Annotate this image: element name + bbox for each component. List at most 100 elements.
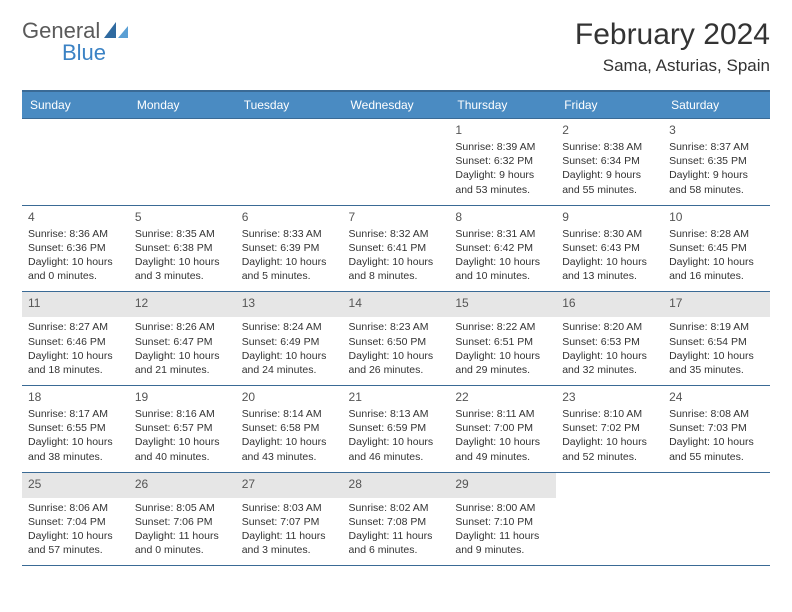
day-header-friday: Friday bbox=[556, 91, 663, 119]
day-cell: 3Sunrise: 8:37 AMSunset: 6:35 PMDaylight… bbox=[663, 119, 770, 206]
day-cell: 14 Sunrise: 8:23 AMSunset: 6:50 PMDayligh… bbox=[343, 292, 450, 386]
empty-cell bbox=[663, 472, 770, 566]
day-number: 18 bbox=[28, 390, 123, 404]
empty-cell bbox=[236, 119, 343, 206]
day-number: 11 bbox=[28, 296, 123, 310]
day-info: Sunrise: 8:10 AMSunset: 7:02 PMDaylight:… bbox=[562, 407, 657, 464]
day-info: Sunrise: 8:38 AMSunset: 6:34 PMDaylight:… bbox=[562, 140, 657, 197]
day-header-sunday: Sunday bbox=[22, 91, 129, 119]
day-cell: 15Sunrise: 8:22 AMSunset: 6:51 PMDayligh… bbox=[449, 292, 556, 386]
day-number: 6 bbox=[242, 210, 337, 224]
day-cell: 24Sunrise: 8:08 AMSunset: 7:03 PMDayligh… bbox=[663, 386, 770, 473]
day-info: Sunrise: 8:00 AMSunset: 7:10 PMDaylight:… bbox=[455, 501, 550, 558]
day-number: 9 bbox=[562, 210, 657, 224]
title-block: February 2024 Sama, Asturias, Spain bbox=[575, 18, 770, 76]
day-header-saturday: Saturday bbox=[663, 91, 770, 119]
logo-text-blue: Blue bbox=[62, 40, 106, 65]
day-info: Sunrise: 8:06 AMSunset: 7:04 PMDaylight:… bbox=[28, 501, 123, 558]
day-header-wednesday: Wednesday bbox=[343, 91, 450, 119]
day-number: 22 bbox=[455, 390, 550, 404]
calendar-row: 1 Sunrise: 8:39 AMSunset: 6:32 PMDaylight… bbox=[22, 119, 770, 206]
day-cell: 16 Sunrise: 8:20 AMSunset: 6:53 PMDayligh… bbox=[556, 292, 663, 386]
day-info: Sunrise: 8:27 AMSunset: 6:46 PMDaylight:… bbox=[28, 320, 123, 377]
day-number: 3 bbox=[669, 123, 764, 137]
day-cell: 19 Sunrise: 8:16 AMSunset: 6:57 PMDayligh… bbox=[129, 386, 236, 473]
day-number: 28 bbox=[349, 477, 444, 491]
day-cell: 28 Sunrise: 8:02 AMSunset: 7:08 PMDayligh… bbox=[343, 472, 450, 566]
day-info: Sunrise: 8:14 AMSunset: 6:58 PMDaylight:… bbox=[242, 407, 337, 464]
calendar-row: 25 Sunrise: 8:06 AMSunset: 7:04 PMDayligh… bbox=[22, 472, 770, 566]
day-cell: 23 Sunrise: 8:10 AMSunset: 7:02 PMDayligh… bbox=[556, 386, 663, 473]
day-cell: 25 Sunrise: 8:06 AMSunset: 7:04 PMDayligh… bbox=[22, 472, 129, 566]
day-info: Sunrise: 8:19 AMSunset: 6:54 PMDaylight:… bbox=[669, 320, 764, 377]
day-number: 17 bbox=[669, 296, 764, 310]
day-info: Sunrise: 8:05 AMSunset: 7:06 PMDaylight:… bbox=[135, 501, 230, 558]
day-cell: 5 Sunrise: 8:35 AMSunset: 6:38 PMDaylight… bbox=[129, 205, 236, 292]
calendar-row: 4 Sunrise: 8:36 AMSunset: 6:36 PMDaylight… bbox=[22, 205, 770, 292]
day-info: Sunrise: 8:33 AMSunset: 6:39 PMDaylight:… bbox=[242, 227, 337, 284]
day-number: 12 bbox=[135, 296, 230, 310]
logo: General Blue bbox=[22, 18, 130, 66]
day-cell: 21Sunrise: 8:13 AMSunset: 6:59 PMDayligh… bbox=[343, 386, 450, 473]
calendar-body: 1 Sunrise: 8:39 AMSunset: 6:32 PMDaylight… bbox=[22, 119, 770, 566]
day-info: Sunrise: 8:30 AMSunset: 6:43 PMDaylight:… bbox=[562, 227, 657, 284]
day-cell: 8 Sunrise: 8:31 AMSunset: 6:42 PMDaylight… bbox=[449, 205, 556, 292]
day-cell: 4 Sunrise: 8:36 AMSunset: 6:36 PMDaylight… bbox=[22, 205, 129, 292]
day-cell: 1 Sunrise: 8:39 AMSunset: 6:32 PMDaylight… bbox=[449, 119, 556, 206]
day-number: 27 bbox=[242, 477, 337, 491]
day-number: 16 bbox=[562, 296, 657, 310]
day-cell: 17 Sunrise: 8:19 AMSunset: 6:54 PMDayligh… bbox=[663, 292, 770, 386]
day-number: 25 bbox=[28, 477, 123, 491]
day-cell: 20 Sunrise: 8:14 AMSunset: 6:58 PMDayligh… bbox=[236, 386, 343, 473]
day-number: 23 bbox=[562, 390, 657, 404]
day-info: Sunrise: 8:23 AMSunset: 6:50 PMDaylight:… bbox=[349, 320, 444, 377]
day-cell: 6 Sunrise: 8:33 AMSunset: 6:39 PMDaylight… bbox=[236, 205, 343, 292]
day-cell: 13 Sunrise: 8:24 AMSunset: 6:49 PMDayligh… bbox=[236, 292, 343, 386]
day-cell: 7 Sunrise: 8:32 AMSunset: 6:41 PMDaylight… bbox=[343, 205, 450, 292]
day-number: 1 bbox=[455, 123, 550, 137]
page-header: General Blue February 2024 Sama, Asturia… bbox=[22, 18, 770, 76]
calendar-row: 18 Sunrise: 8:17 AMSunset: 6:55 PMDayligh… bbox=[22, 386, 770, 473]
day-number: 19 bbox=[135, 390, 230, 404]
month-title: February 2024 bbox=[575, 18, 770, 52]
day-info: Sunrise: 8:20 AMSunset: 6:53 PMDaylight:… bbox=[562, 320, 657, 377]
day-number: 5 bbox=[135, 210, 230, 224]
day-header-row: SundayMondayTuesdayWednesdayThursdayFrid… bbox=[22, 91, 770, 119]
day-number: 4 bbox=[28, 210, 123, 224]
day-cell: 12 Sunrise: 8:26 AMSunset: 6:47 PMDayligh… bbox=[129, 292, 236, 386]
day-cell: 22Sunrise: 8:11 AMSunset: 7:00 PMDayligh… bbox=[449, 386, 556, 473]
day-number: 7 bbox=[349, 210, 444, 224]
day-info: Sunrise: 8:26 AMSunset: 6:47 PMDaylight:… bbox=[135, 320, 230, 377]
day-info: Sunrise: 8:32 AMSunset: 6:41 PMDaylight:… bbox=[349, 227, 444, 284]
day-info: Sunrise: 8:28 AMSunset: 6:45 PMDaylight:… bbox=[669, 227, 764, 284]
day-info: Sunrise: 8:16 AMSunset: 6:57 PMDaylight:… bbox=[135, 407, 230, 464]
day-number: 10 bbox=[669, 210, 764, 224]
day-info: Sunrise: 8:35 AMSunset: 6:38 PMDaylight:… bbox=[135, 227, 230, 284]
day-info: Sunrise: 8:24 AMSunset: 6:49 PMDaylight:… bbox=[242, 320, 337, 377]
day-number: 20 bbox=[242, 390, 337, 404]
day-info: Sunrise: 8:17 AMSunset: 6:55 PMDaylight:… bbox=[28, 407, 123, 464]
day-cell: 2 Sunrise: 8:38 AMSunset: 6:34 PMDaylight… bbox=[556, 119, 663, 206]
day-number: 2 bbox=[562, 123, 657, 137]
day-header-thursday: Thursday bbox=[449, 91, 556, 119]
day-number: 14 bbox=[349, 296, 444, 310]
logo-sail-icon bbox=[102, 20, 130, 40]
day-number: 26 bbox=[135, 477, 230, 491]
day-info: Sunrise: 8:36 AMSunset: 6:36 PMDaylight:… bbox=[28, 227, 123, 284]
calendar-table: SundayMondayTuesdayWednesdayThursdayFrid… bbox=[22, 90, 770, 566]
day-number: 8 bbox=[455, 210, 550, 224]
day-info: Sunrise: 8:22 AMSunset: 6:51 PMDaylight:… bbox=[455, 320, 550, 377]
day-info: Sunrise: 8:31 AMSunset: 6:42 PMDaylight:… bbox=[455, 227, 550, 284]
day-cell: 10 Sunrise: 8:28 AMSunset: 6:45 PMDayligh… bbox=[663, 205, 770, 292]
day-cell: 18 Sunrise: 8:17 AMSunset: 6:55 PMDayligh… bbox=[22, 386, 129, 473]
day-number: 29 bbox=[455, 477, 550, 491]
day-info: Sunrise: 8:02 AMSunset: 7:08 PMDaylight:… bbox=[349, 501, 444, 558]
day-number: 13 bbox=[242, 296, 337, 310]
day-info: Sunrise: 8:39 AMSunset: 6:32 PMDaylight:… bbox=[455, 140, 550, 197]
day-cell: 27Sunrise: 8:03 AMSunset: 7:07 PMDayligh… bbox=[236, 472, 343, 566]
day-number: 24 bbox=[669, 390, 764, 404]
day-cell: 26 Sunrise: 8:05 AMSunset: 7:06 PMDayligh… bbox=[129, 472, 236, 566]
location: Sama, Asturias, Spain bbox=[575, 56, 770, 76]
day-info: Sunrise: 8:13 AMSunset: 6:59 PMDaylight:… bbox=[349, 407, 444, 464]
day-header-tuesday: Tuesday bbox=[236, 91, 343, 119]
